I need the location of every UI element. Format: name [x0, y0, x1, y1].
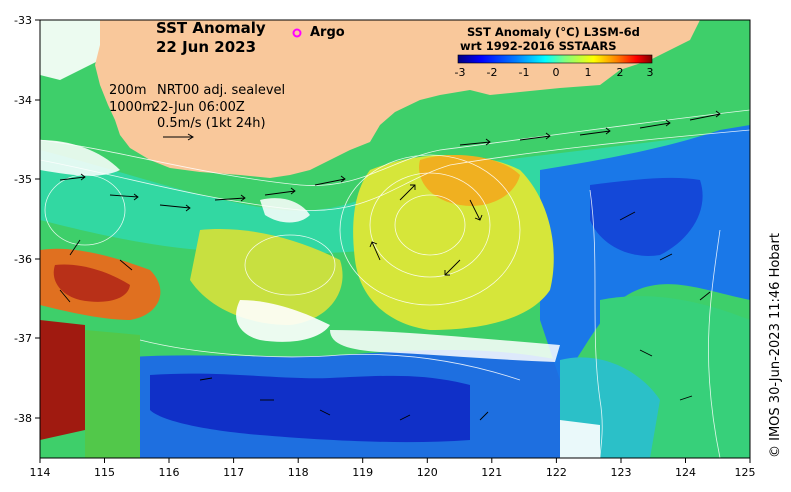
legend-200m: 200m	[109, 83, 146, 98]
lat-ticks	[35, 20, 40, 418]
colorbar-title-1: SST Anomaly (°C) L3SM-6d	[467, 25, 640, 39]
colorbar	[458, 55, 652, 63]
sst-anomaly-map: 114 115 116 117 118 119 120 121 122 123 …	[0, 0, 791, 492]
colorbar-tick-label: 1	[585, 66, 592, 79]
lat-tick-labels: -33 -34 -35 -36 -37 -38	[14, 14, 32, 425]
map-title: SST Anomaly	[156, 19, 266, 37]
legend-1000m: 1000m	[109, 100, 155, 115]
lat-tick-label: -33	[14, 14, 32, 27]
lon-tick-label: 122	[546, 466, 567, 479]
lon-tick-label: 120	[417, 466, 438, 479]
legend-time: 22-Jun 06:00Z	[152, 100, 245, 115]
imos-credit: © IMOS 30-Jun-2023 11:46 Hobart	[768, 233, 783, 458]
lon-tick-label: 116	[159, 466, 180, 479]
colorbar-tick-label: -1	[519, 66, 530, 79]
lon-tick-label: 117	[223, 466, 244, 479]
colorbar-tick-label: -3	[455, 66, 466, 79]
map-date: 22 Jun 2023	[156, 38, 256, 56]
lon-tick-label: 124	[675, 466, 696, 479]
colorbar-tick-label: 2	[617, 66, 624, 79]
anomaly-green-sw	[85, 330, 140, 458]
lon-tick-label: 114	[30, 466, 51, 479]
lat-tick-label: -38	[14, 412, 32, 425]
colorbar-title-2: wrt 1992-2016 SSTAARS	[460, 39, 617, 53]
lon-tick-labels: 114 115 116 117 118 119 120 121 122 123 …	[30, 466, 756, 479]
lat-tick-label: -36	[14, 253, 32, 266]
lon-tick-label: 118	[288, 466, 309, 479]
lon-tick-label: 125	[735, 466, 756, 479]
argo-label: Argo	[310, 25, 345, 40]
legend-sealevel: NRT00 adj. sealevel	[157, 83, 285, 98]
cloud-gap-5	[560, 420, 600, 458]
lon-ticks	[40, 458, 750, 463]
colorbar-tick-label: 0	[553, 66, 560, 79]
colorbar-tick-label: -2	[487, 66, 498, 79]
lon-tick-label: 119	[352, 466, 373, 479]
lat-tick-label: -35	[14, 173, 32, 186]
lon-tick-label: 123	[611, 466, 632, 479]
anomaly-darkred-sw	[40, 320, 85, 440]
colorbar-tick-label: 3	[647, 66, 654, 79]
lat-tick-label: -34	[14, 94, 32, 107]
legend-speed: 0.5m/s (1kt 24h)	[157, 116, 266, 131]
lon-tick-label: 115	[94, 466, 115, 479]
lat-tick-label: -37	[14, 332, 32, 345]
lon-tick-label: 121	[481, 466, 502, 479]
